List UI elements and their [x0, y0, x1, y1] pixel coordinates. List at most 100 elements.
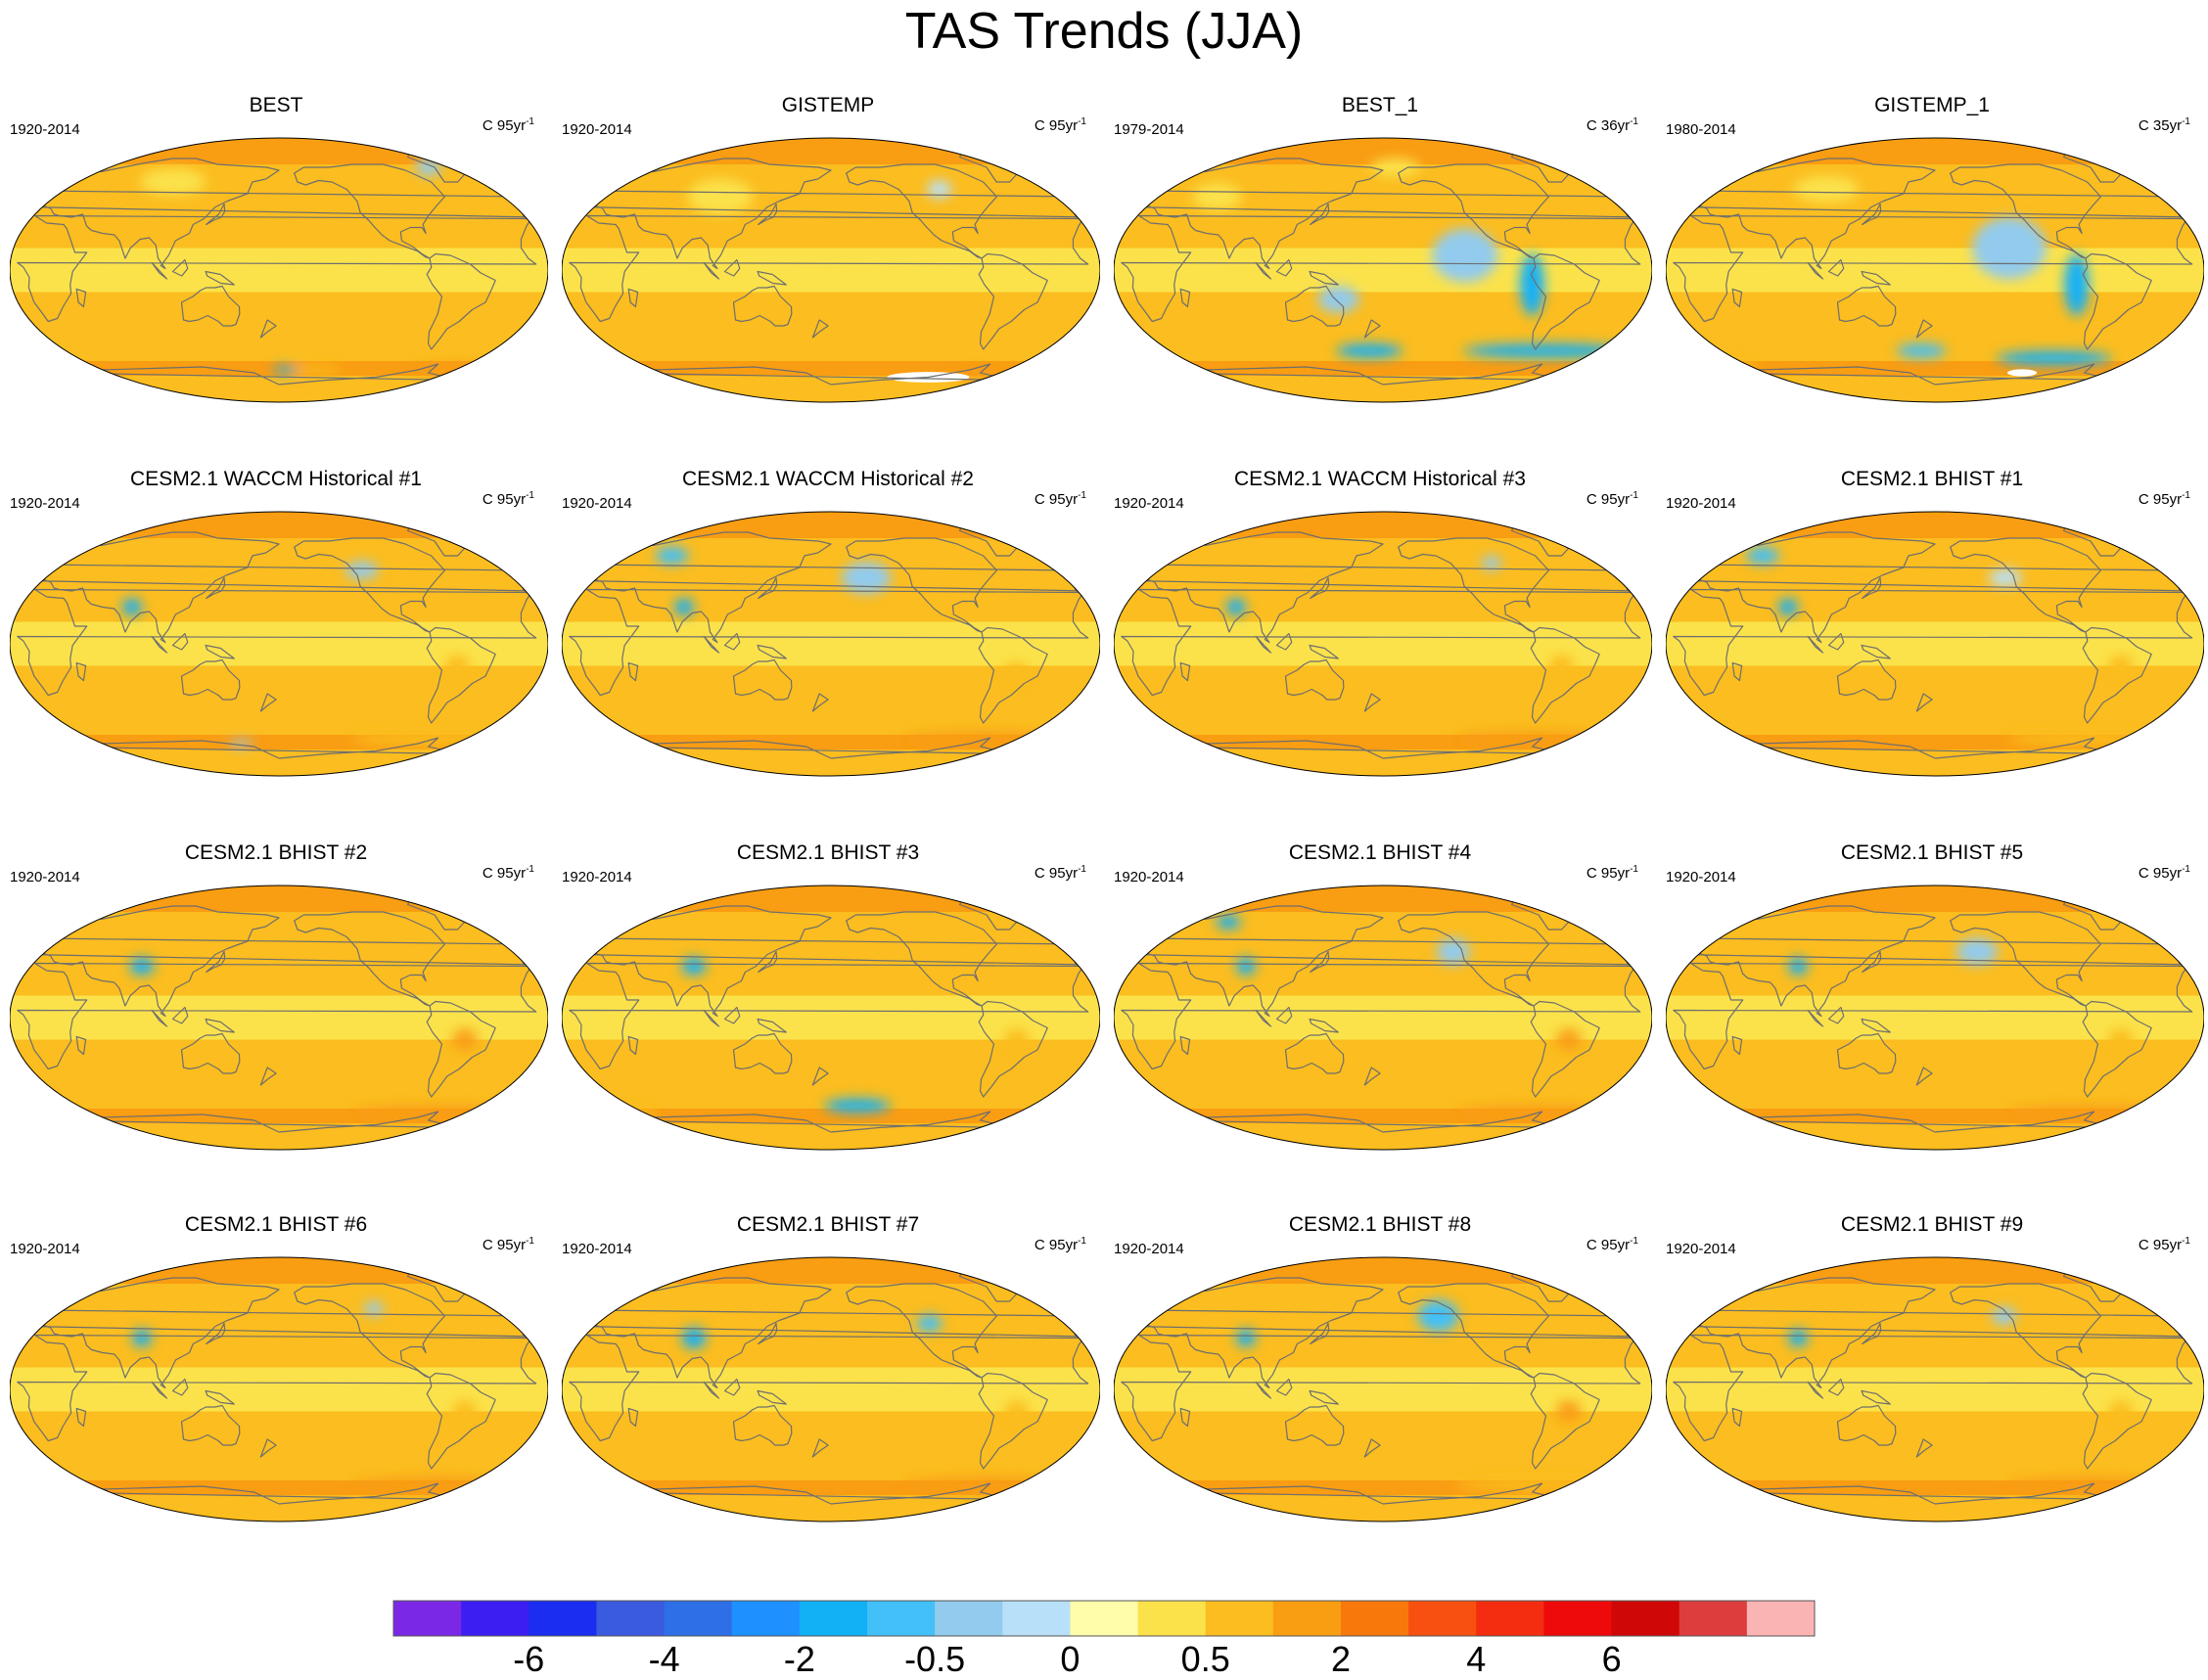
trend-band: [1114, 885, 1652, 912]
coastline: [1121, 1334, 1641, 1442]
coastline: [1284, 658, 1345, 701]
panel-units: C 95yr-1: [483, 861, 534, 883]
coastline: [259, 319, 277, 339]
panel-title: BEST_1: [1341, 94, 1419, 116]
warming-anomaly: [1003, 662, 1029, 684]
panel-title: CESM2.1 WACCM Historical #1: [130, 468, 422, 490]
cooling-anomaly: [1989, 568, 2022, 587]
coastline: [758, 950, 778, 974]
coastline: [1275, 258, 1293, 277]
units-exponent: -1: [1078, 1236, 1086, 1247]
trend-band: [10, 885, 548, 912]
trend-band: [562, 1068, 1100, 1099]
units-base: C 95yr: [482, 1237, 527, 1253]
coastline: [1121, 962, 1641, 1070]
map-border: [1114, 511, 1652, 777]
panel-period: 1920-2014: [562, 1241, 632, 1257]
coastline: [703, 1381, 720, 1399]
coastline: [1309, 1018, 1339, 1033]
map-panel: GISTEMP 1920-2014 C 95yr-1: [552, 94, 1104, 468]
coastline: [757, 644, 787, 659]
coastline: [1861, 644, 1891, 659]
cooling-anomaly: [1746, 546, 1779, 566]
coastline: [703, 635, 720, 654]
colorbar-swatch: [1272, 1601, 1342, 1636]
panel-units: C 95yr-1: [1035, 1233, 1086, 1254]
trend-band: [562, 724, 1100, 735]
coastline: [206, 203, 226, 226]
map-border: [10, 1256, 548, 1522]
map-panel: CESM2.1 BHIST #7 1920-2014 C 95yr-1: [552, 1213, 1104, 1587]
coastline: [569, 962, 1089, 1070]
trend-band: [10, 1345, 548, 1368]
cooling-anomaly: [1996, 350, 2112, 366]
trend-band: [1114, 1098, 1652, 1109]
coastline: [1673, 214, 2193, 323]
panel-title: CESM2.1 BHIST #5: [1840, 841, 2024, 864]
coastline: [1950, 911, 2101, 1007]
coastline: [627, 288, 639, 308]
panel-units: C 95yr-1: [1587, 861, 1638, 883]
coastline: [732, 285, 793, 327]
coastline: [1179, 1035, 1191, 1056]
units-base: C 95yr: [482, 865, 527, 882]
coastline: [1915, 693, 1933, 712]
trend-band: [1114, 749, 1652, 776]
trend-band: [1114, 1257, 1652, 1284]
coastline: [1310, 950, 1330, 974]
coastline: [757, 270, 787, 286]
trend-band: [1114, 538, 1652, 564]
coastline: [569, 588, 1089, 697]
cooling-anomaly: [272, 366, 299, 374]
panel-period: 1920-2014: [10, 495, 80, 512]
colorbar-swatch: [1002, 1601, 1071, 1636]
trend-band: [1114, 361, 1652, 376]
coastline: [171, 1006, 189, 1024]
panel-period: 1979-2014: [1114, 121, 1184, 138]
coastline: [205, 1018, 235, 1033]
trend-band: [10, 138, 548, 164]
panel-period: 1920-2014: [562, 121, 632, 138]
coastline: [426, 1000, 496, 1098]
coastline: [1179, 1407, 1191, 1428]
trend-band: [10, 164, 548, 190]
trend-band: [1666, 1098, 2204, 1109]
trend-map: [1114, 1256, 1652, 1522]
coastline: [17, 214, 537, 323]
colorbar-swatch: [799, 1601, 868, 1636]
map-panel: CESM2.1 BHIST #6 1920-2014 C 95yr-1: [0, 1213, 552, 1587]
coastline: [180, 1032, 241, 1074]
coastline: [1862, 203, 1882, 226]
colorbar-swatch: [935, 1601, 1003, 1636]
coastline: [757, 1389, 787, 1405]
trend-band: [10, 1257, 548, 1284]
panel-units: C 35yr-1: [2139, 114, 2190, 135]
coastline: [1530, 1372, 1600, 1470]
trend-band: [1666, 600, 2204, 622]
trend-map: [1666, 1256, 2204, 1522]
panel-period: 1920-2014: [1114, 869, 1184, 885]
figure-title: TAS Trends (JJA): [904, 3, 1304, 60]
coastline: [1950, 1283, 2101, 1379]
cooling-anomaly: [1417, 1299, 1459, 1333]
trend-band: [1666, 292, 2204, 322]
panel-title: CESM2.1 WACCM Historical #2: [682, 468, 974, 490]
coastline: [846, 1283, 997, 1379]
coastline: [1275, 1006, 1293, 1024]
colorbar-swatch: [731, 1601, 801, 1636]
trend-band: [1666, 1257, 2204, 1284]
warming-anomaly: [444, 655, 470, 677]
units-base: C 95yr: [1034, 117, 1079, 134]
map-border: [10, 137, 548, 403]
coastline: [1275, 1378, 1293, 1396]
units-base: C 36yr: [1586, 117, 1631, 134]
coastline: [1836, 658, 1897, 701]
colorbar-tick-label: -6: [513, 1639, 544, 1679]
map-panel: CESM2.1 BHIST #8 1920-2014 C 95yr-1: [1104, 1213, 1656, 1587]
coastline: [75, 1407, 87, 1428]
trend-band: [1666, 164, 2204, 190]
trend-band: [1666, 376, 2204, 402]
coastline: [1836, 285, 1897, 327]
units-exponent: -1: [526, 1236, 534, 1247]
trend-band: [562, 1123, 1100, 1150]
